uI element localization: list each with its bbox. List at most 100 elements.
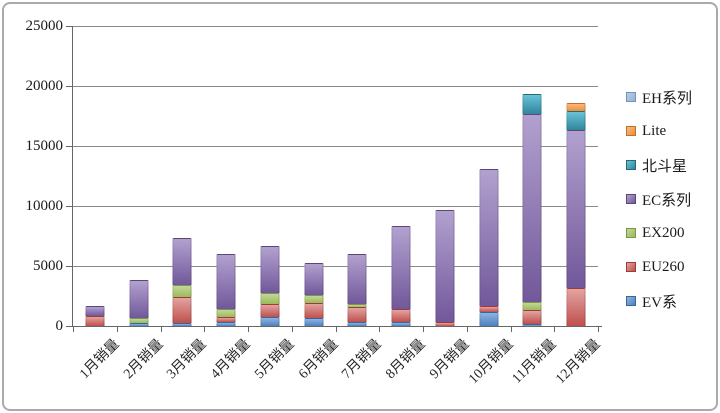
category-slot-1月销量 xyxy=(73,26,117,326)
stacked-bar-7月销量 xyxy=(347,254,367,326)
bar-segment-EU260 xyxy=(435,322,455,326)
y-axis-line xyxy=(72,26,73,327)
legend-label-EU260: EU260 xyxy=(642,258,685,275)
bar-segment-EU260 xyxy=(85,316,105,326)
legend-swatch-北斗星 xyxy=(626,160,636,170)
y-tick xyxy=(66,206,72,207)
category-slot-11月销量 xyxy=(511,26,555,326)
category-slot-9月销量 xyxy=(423,26,467,326)
category-slot-5月销量 xyxy=(248,26,292,326)
bar-segment-EV系 xyxy=(522,324,542,326)
legend-label-EC系列: EC系列 xyxy=(642,192,692,209)
legend-swatch-EX200 xyxy=(626,228,636,238)
x-tick xyxy=(160,327,162,332)
category-slot-4月销量 xyxy=(204,26,248,326)
legend-label-Lite: Lite xyxy=(642,122,667,139)
bar-segment-EV系 xyxy=(347,322,367,326)
gridline-10000 xyxy=(73,206,598,207)
x-tick xyxy=(510,327,512,332)
bar-segment-北斗星 xyxy=(566,111,586,130)
legend: EH系列 Lite 北斗星 EC系列 EX200 EU260 EV系 xyxy=(626,80,692,318)
bar-segment-EU260 xyxy=(347,307,367,322)
bar-segment-EC系列 xyxy=(566,130,586,288)
x-tick xyxy=(423,327,424,332)
bar-segment-EX200 xyxy=(260,293,280,304)
stacked-bar-9月销量 xyxy=(435,210,455,326)
bar-segment-北斗星 xyxy=(522,94,542,114)
category-slot-12月销量 xyxy=(554,26,598,326)
bar-segment-EV系 xyxy=(479,312,499,326)
category-slot-7月销量 xyxy=(336,26,380,326)
y-tick-label: 10000 xyxy=(25,198,64,214)
y-tick-label: 5000 xyxy=(33,258,63,274)
bar-segment-EU260 xyxy=(522,310,542,324)
legend-swatch-EV系 xyxy=(626,296,636,306)
bar-segment-EV系 xyxy=(260,317,280,326)
category-slot-3月销量 xyxy=(161,26,205,326)
category-slot-8月销量 xyxy=(379,26,423,326)
x-axis-label-6月销量: 6月销量 xyxy=(295,336,342,383)
stacked-bar-6月销量 xyxy=(304,263,324,326)
bar-segment-EX200 xyxy=(129,318,149,323)
bar-segment-EC系列 xyxy=(129,280,149,318)
y-tick-label: 25000 xyxy=(25,18,64,34)
bar-segment-EC系列 xyxy=(172,238,192,285)
x-axis-label-8月销量: 8月销量 xyxy=(383,336,429,383)
x-tick xyxy=(73,327,74,332)
category-slot-10月销量 xyxy=(467,26,511,326)
bar-segment-EC系列 xyxy=(479,169,499,306)
legend-item-EU260: EU260 xyxy=(626,250,692,284)
bar-segment-EU260 xyxy=(566,288,586,326)
legend-swatch-Lite xyxy=(626,126,636,136)
y-tick xyxy=(66,26,72,27)
x-tick xyxy=(204,327,206,332)
y-tick-label: 20000 xyxy=(25,78,64,94)
gridline-5000 xyxy=(73,266,598,267)
bar-segment-EU260 xyxy=(479,306,499,312)
x-axis-label-12月销量: 12月销量 xyxy=(553,336,604,388)
bar-segment-EC系列 xyxy=(347,254,367,304)
bar-segment-EC系列 xyxy=(216,254,236,309)
x-tick xyxy=(466,327,468,332)
category-slot-6月销量 xyxy=(292,26,336,326)
stacked-bar-11月销量 xyxy=(522,94,542,326)
bar-segment-EU260 xyxy=(260,304,280,317)
bar-segment-EV系 xyxy=(129,323,149,326)
legend-item-EC系列: EC系列 xyxy=(626,182,692,216)
legend-label-EH系列: EH系列 xyxy=(642,90,692,107)
bar-segment-EV系 xyxy=(172,323,192,326)
bar-segment-EC系列 xyxy=(85,306,105,316)
stacked-bar-4月销量 xyxy=(216,254,236,326)
x-tick xyxy=(598,327,599,332)
bar-segment-EC系列 xyxy=(391,226,411,309)
x-tick xyxy=(379,327,381,332)
y-tick-label: 0 xyxy=(55,318,64,334)
legend-swatch-EU260 xyxy=(626,262,636,272)
bar-segment-EX200 xyxy=(304,295,324,303)
x-axis-label-2月销量: 2月销量 xyxy=(120,336,167,383)
gridline-15000 xyxy=(73,146,598,147)
legend-item-EX200: EX200 xyxy=(626,216,692,250)
bar-segment-EC系列 xyxy=(260,246,280,293)
legend-label-北斗星: 北斗星 xyxy=(642,158,688,175)
legend-swatch-EH系列 xyxy=(626,92,636,102)
x-axis-label-1月销量: 1月销量 xyxy=(77,336,123,383)
gridline-25000 xyxy=(73,26,598,27)
bar-segment-EV系 xyxy=(391,322,411,326)
stacked-bar-3月销量 xyxy=(172,238,192,326)
legend-item-EH系列: EH系列 xyxy=(626,80,692,114)
stacked-bar-12月销量 xyxy=(566,103,586,326)
y-tick xyxy=(66,146,72,147)
bar-segment-EV系 xyxy=(216,322,236,326)
bar-segment-EU260 xyxy=(216,317,236,322)
y-tick xyxy=(66,266,72,267)
x-axis-label-3月销量: 3月销量 xyxy=(164,336,210,383)
x-axis-label-4月销量: 4月销量 xyxy=(208,336,254,383)
x-tick xyxy=(248,327,249,332)
stacked-bar-2月销量 xyxy=(129,280,149,326)
legend-item-Lite: Lite xyxy=(626,114,692,148)
legend-label-EX200: EX200 xyxy=(642,224,685,241)
x-tick xyxy=(116,327,118,332)
bar-segment-EX200 xyxy=(347,304,367,307)
x-axis-label-10月销量: 10月销量 xyxy=(465,336,517,388)
